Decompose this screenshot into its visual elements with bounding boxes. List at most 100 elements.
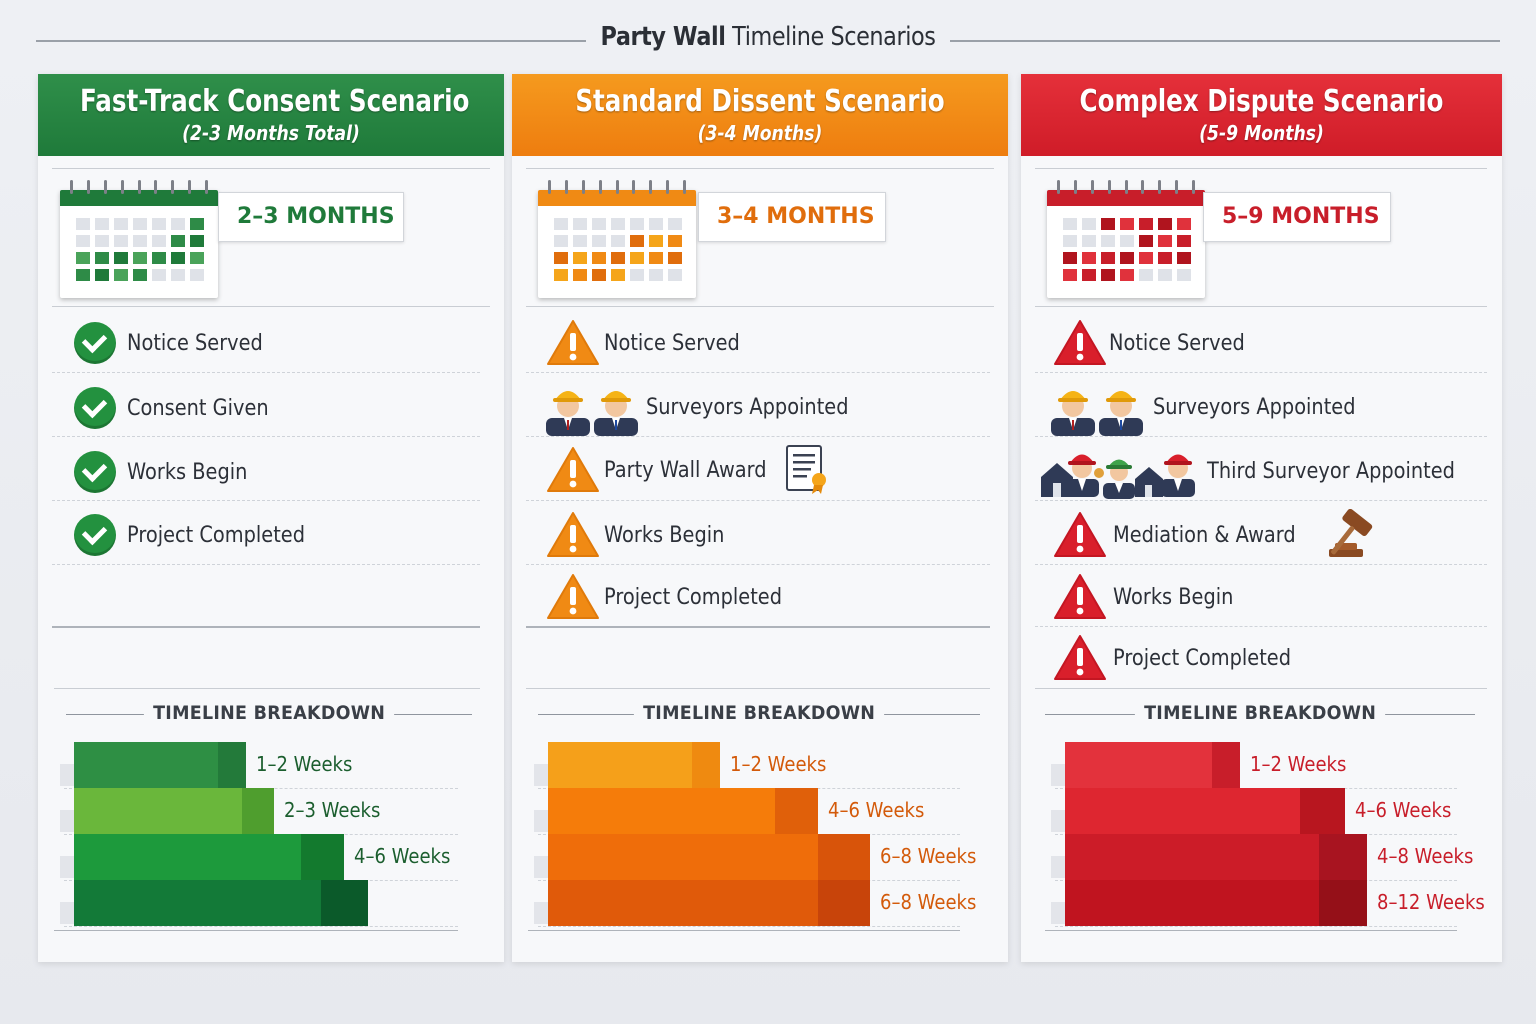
header-rule-right: [950, 40, 1500, 42]
calendar-day: [592, 252, 606, 264]
calendar-day: [95, 269, 109, 281]
scenario-card-standard-dissent: Standard Dissent Scenario (3-4 Months) 3…: [512, 74, 1008, 962]
calendar-day: [1139, 252, 1153, 264]
calendar-day: [171, 269, 185, 281]
step-label: Works Begin: [604, 522, 725, 548]
calendar-day: [95, 252, 109, 264]
breakdown-row: 4–8 Weeks: [1051, 834, 1473, 880]
breakdown-bar: [74, 742, 246, 788]
check-icon: [74, 387, 116, 429]
divider: [52, 626, 480, 628]
duration-badge: 3–4 MONTHS: [698, 192, 886, 242]
calendar-day: [573, 269, 587, 281]
divider: [1035, 168, 1487, 169]
calendar-day: [554, 269, 568, 281]
calendar-day: [152, 235, 166, 247]
step-notice-served: Notice Served: [546, 312, 758, 374]
gavel-icon: [1328, 509, 1372, 557]
calendar-day: [133, 218, 147, 230]
calendar-day: [554, 235, 568, 247]
breakdown-bar: [1065, 834, 1367, 880]
calendar-day: [649, 218, 663, 230]
calendar-day: [190, 269, 204, 281]
surveyors-icon: [1051, 391, 1143, 436]
breakdown-row: 6–8 Weeks: [534, 880, 976, 926]
calendar-day: [630, 218, 644, 230]
calendar-day: [114, 235, 128, 247]
step-label: Notice Served: [127, 330, 263, 356]
calendar-day: [152, 252, 166, 264]
breakdown-label: 4–6 Weeks: [1355, 798, 1452, 822]
breakdown-label: 1–2 Weeks: [730, 752, 827, 776]
calendar-day: [190, 218, 204, 230]
scenario-header: Standard Dissent Scenario (3-4 Months): [512, 74, 1008, 156]
calendar-day: [1101, 235, 1115, 247]
breakdown-row: 2–3 Weeks: [60, 788, 468, 834]
calendar-day: [95, 235, 109, 247]
scenario-card-complex-dispute: Complex Dispute Scenario (5-9 Months) 5–…: [1021, 74, 1502, 962]
calendar-day: [76, 252, 90, 264]
step-project-completed: Project Completed: [74, 504, 329, 566]
calendar-day: [592, 269, 606, 281]
breakdown-row: 6–8 Weeks: [534, 834, 976, 880]
calendar-day: [1158, 218, 1172, 230]
breakdown-label: 8–12 Weeks: [1377, 890, 1485, 914]
breakdown-bar: [548, 880, 870, 926]
step-label: Works Begin: [127, 459, 248, 485]
breakdown-label: 4–6 Weeks: [828, 798, 925, 822]
breakdown-title: TIMELINE BREAKDOWN: [66, 702, 472, 726]
step-third-surveyor-appointed: Third Surveyor Appointed: [1039, 440, 1489, 502]
breakdown-label: 1–2 Weeks: [1250, 752, 1347, 776]
calendar-day: [171, 252, 185, 264]
scenario-header: Fast-Track Consent Scenario (2-3 Months …: [38, 74, 504, 156]
calendar-day: [1120, 252, 1134, 264]
calendar-day: [171, 235, 185, 247]
breakdown-bar: [1065, 788, 1345, 834]
calendar-day: [1082, 218, 1096, 230]
calendar-day: [76, 218, 90, 230]
breakdown-title-text: TIMELINE BREAKDOWN: [1134, 702, 1386, 724]
divider: [54, 688, 480, 689]
step-works-begin: Works Begin: [546, 504, 741, 566]
step-label: Mediation & Award: [1113, 522, 1296, 548]
warning-icon: [547, 574, 599, 619]
warning-icon: [1054, 512, 1106, 557]
calendar-day: [630, 252, 644, 264]
divider: [52, 306, 490, 307]
step-surveyors-appointed: Surveyors Appointed: [544, 376, 876, 438]
breakdown-row: [60, 880, 468, 926]
step-label: Surveyors Appointed: [1153, 394, 1356, 420]
step-party-wall-award: Party Wall Award: [546, 439, 831, 501]
calendar-day: [668, 269, 682, 281]
step-project-completed: Project Completed: [1053, 627, 1315, 689]
calendar-day: [171, 218, 185, 230]
step-consent-given: Consent Given: [74, 377, 288, 439]
calendar-day: [1082, 235, 1096, 247]
step-label: Project Completed: [604, 584, 782, 610]
calendar-day: [1177, 269, 1191, 281]
calendar-day: [1063, 269, 1077, 281]
calendar-day: [649, 235, 663, 247]
divider: [526, 688, 990, 689]
breakdown-label: 1–2 Weeks: [256, 752, 353, 776]
calendar-day: [1139, 235, 1153, 247]
scenario-subtitle: (5-9 Months): [1199, 121, 1324, 145]
calendar-day: [573, 252, 587, 264]
calendar-day: [1120, 235, 1134, 247]
page-title-rest: Timeline Scenarios: [732, 22, 936, 52]
calendar-day: [1063, 218, 1077, 230]
check-icon: [74, 451, 116, 493]
breakdown-title-text: TIMELINE BREAKDOWN: [633, 702, 885, 724]
calendar-day: [190, 235, 204, 247]
calendar-day: [76, 269, 90, 281]
step-project-completed: Project Completed: [546, 566, 806, 628]
breakdown-row: 8–12 Weeks: [1051, 880, 1485, 926]
calendar-day: [630, 269, 644, 281]
warning-icon: [1054, 635, 1106, 680]
breakdown-title: TIMELINE BREAKDOWN: [1045, 702, 1475, 726]
step-label: Consent Given: [127, 395, 269, 421]
calendar-day: [1101, 252, 1115, 264]
calendar-day: [649, 252, 663, 264]
calendar-day: [152, 218, 166, 230]
calendar-day: [1158, 252, 1172, 264]
